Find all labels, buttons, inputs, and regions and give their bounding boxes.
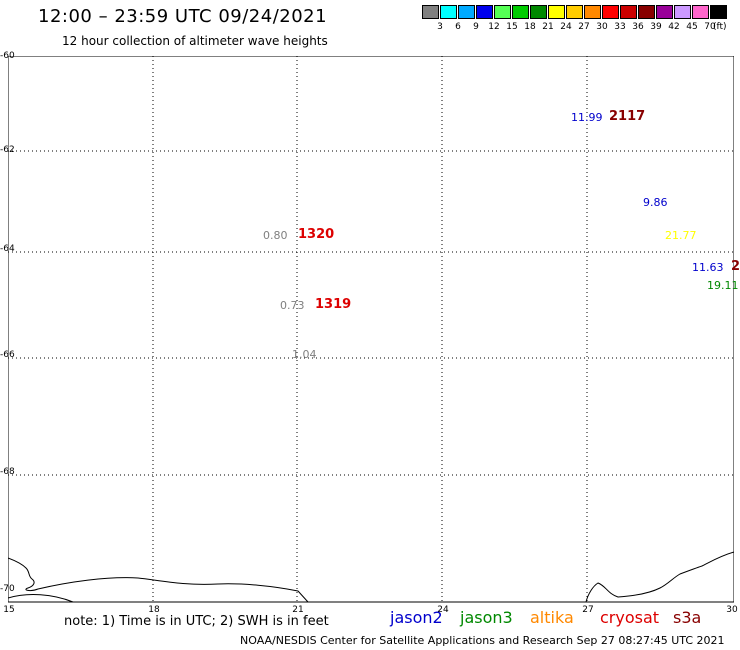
color-swatch: [584, 5, 601, 19]
satellite-legend-item: cryosat: [600, 608, 660, 627]
lon-label: 27: [582, 605, 594, 615]
lon-label: 15: [3, 605, 15, 615]
satellite-legend-item: altika: [530, 608, 574, 627]
swh-value: 1.04: [292, 348, 317, 361]
color-swatch: [638, 5, 655, 19]
color-scale-unit: (ft): [713, 22, 727, 32]
satellite-legend-item: jason3: [460, 608, 513, 627]
color-swatch: [674, 5, 691, 19]
color-swatch: [602, 5, 619, 19]
swh-value: 11.99: [571, 111, 603, 124]
pass-time-label: 2: [731, 259, 740, 274]
map-frame: [8, 56, 734, 603]
map-grid: [8, 56, 734, 602]
satellite-legend-item: jason2: [390, 608, 443, 627]
map-subtitle: 12 hour collection of altimeter wave hei…: [62, 34, 328, 48]
color-scale-tick: 45: [686, 22, 698, 32]
swh-value: 9.86: [643, 196, 668, 209]
color-swatch: [548, 5, 565, 19]
pass-time-label: 1320: [298, 227, 335, 242]
color-scale-tick: 42: [668, 22, 680, 32]
antarctic-coastline-shelf: [8, 594, 74, 603]
color-scale-tick: 33: [614, 22, 626, 32]
antarctic-coastline: [8, 557, 309, 603]
lat-label: -64: [0, 244, 15, 254]
satellite-legend-item: s3a: [673, 608, 702, 627]
lon-label: 18: [148, 605, 160, 615]
map-canvas: [8, 56, 734, 603]
color-swatch: [476, 5, 493, 19]
swh-value: 0.80: [263, 229, 288, 242]
color-scale-tick: 39: [650, 22, 662, 32]
antarctic-coastline-east: [585, 551, 734, 603]
color-scale-tick: 24: [560, 22, 572, 32]
pass-time-label: 1319: [315, 297, 352, 312]
color-swatch: [422, 5, 439, 19]
color-scale-tick: 36: [632, 22, 644, 32]
color-scale-tick: 12: [488, 22, 500, 32]
swh-value: 11.63: [692, 261, 724, 274]
swh-value: 19.11: [707, 279, 739, 292]
color-swatch: [692, 5, 709, 19]
lat-label: -66: [0, 350, 15, 360]
swh-value: 0.73: [280, 299, 305, 312]
color-swatch: [458, 5, 475, 19]
color-swatch: [512, 5, 529, 19]
color-swatch: [530, 5, 547, 19]
color-swatch: [656, 5, 673, 19]
lon-label: 21: [292, 605, 304, 615]
lat-label: -70: [0, 584, 15, 594]
map-title: 12:00 – 23:59 UTC 09/24/2021: [38, 6, 328, 27]
color-scale-tick: 3: [437, 22, 443, 32]
lat-label: -60: [0, 51, 15, 61]
color-swatch: [566, 5, 583, 19]
color-swatch: [440, 5, 457, 19]
swh-value: 21.77: [665, 229, 697, 242]
color-swatch: [710, 5, 727, 19]
color-scale-tick: 70: [704, 22, 716, 32]
lat-label: -68: [0, 467, 15, 477]
color-scale-tick: 18: [524, 22, 536, 32]
pass-time-label: 2117: [609, 109, 646, 124]
lon-label: 30: [726, 605, 738, 615]
color-scale-tick: 9: [473, 22, 479, 32]
color-swatch: [620, 5, 637, 19]
color-scale-tick: 15: [506, 22, 518, 32]
color-scale-tick: 21: [542, 22, 554, 32]
color-scale-tick: 27: [578, 22, 590, 32]
lat-label: -62: [0, 145, 15, 155]
color-scale-tick: 6: [455, 22, 461, 32]
color-scale-tick: 30: [596, 22, 608, 32]
credit-line: NOAA/NESDIS Center for Satellite Applica…: [240, 634, 725, 647]
lon-label: 24: [437, 605, 449, 615]
color-swatch: [494, 5, 511, 19]
units-note: note: 1) Time is in UTC; 2) SWH is in fe…: [64, 614, 329, 629]
